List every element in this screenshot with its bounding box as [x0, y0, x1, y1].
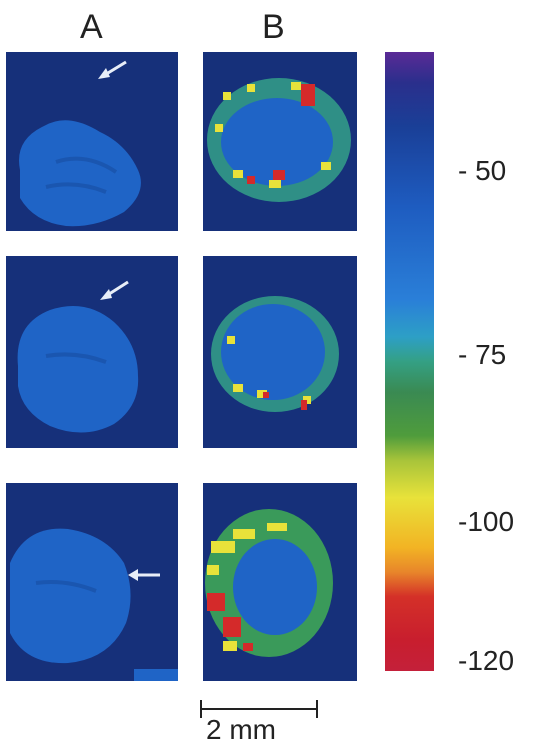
panel-b-bottom	[203, 483, 357, 681]
panel-a-bottom	[6, 483, 178, 681]
panel-a-top	[6, 52, 178, 231]
colorbar-tick-100: -100	[458, 506, 515, 537]
colorbar-tick-120: -120	[458, 645, 515, 676]
scale-bar	[200, 700, 318, 718]
column-label-b: B	[262, 8, 285, 46]
panel-b-middle	[203, 256, 357, 448]
arrow-icon	[128, 569, 160, 581]
column-label-a: A	[80, 8, 103, 46]
arrow-icon	[100, 280, 129, 300]
panel-a-middle	[6, 256, 178, 448]
colorbar-tick-75: - 75	[458, 339, 507, 370]
color-scale-bar	[385, 52, 434, 671]
panel-b-top	[203, 52, 357, 231]
colorbar-tick-50: - 50	[458, 155, 507, 186]
scale-bar-label: 2 mm	[206, 714, 276, 745]
heat-dots	[215, 82, 331, 188]
arrow-icon	[98, 60, 127, 79]
